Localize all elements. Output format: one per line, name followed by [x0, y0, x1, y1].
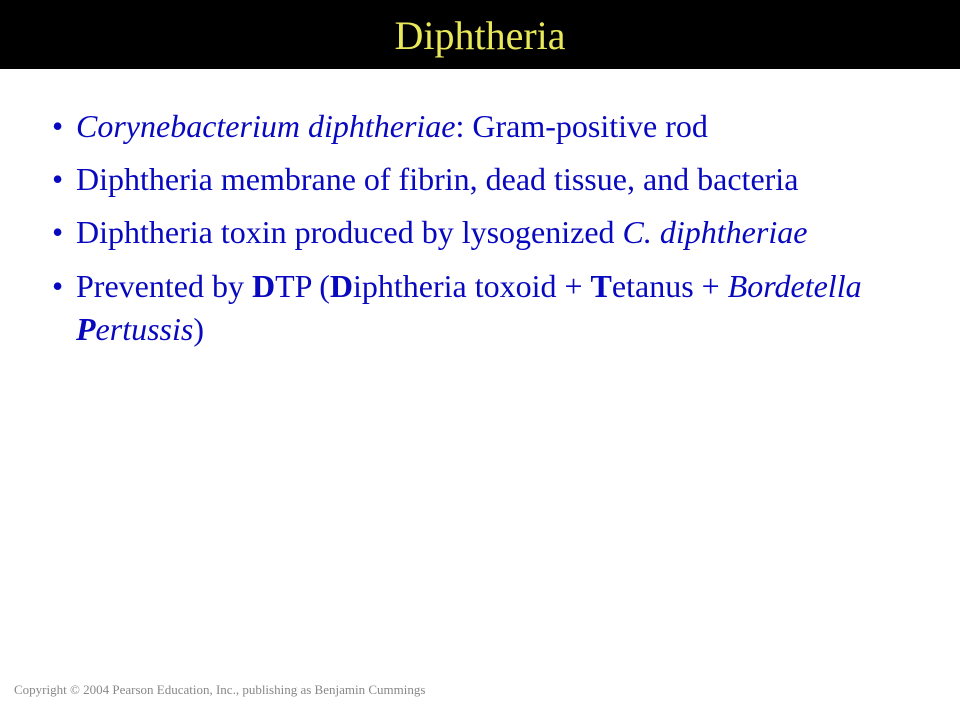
bullet-text: iphtheria toxoid + [353, 268, 591, 304]
bullet-item: Prevented by DTP (Diphtheria toxoid + Te… [48, 265, 912, 351]
organism-name: Bordetella [728, 268, 862, 304]
bullet-list: Corynebacterium diphtheriae: Gram-positi… [48, 105, 912, 351]
slide: Diphtheria Corynebacterium diphtheriae: … [0, 0, 960, 716]
bullet-item: Corynebacterium diphtheriae: Gram-positi… [48, 105, 912, 148]
bullet-text: Prevented by [76, 268, 252, 304]
bullet-text: : Gram-positive rod [455, 108, 707, 144]
bullet-item: Diphtheria toxin produced by lysogenized… [48, 211, 912, 254]
organism-name: Corynebacterium diphtheriae [76, 108, 455, 144]
slide-content: Corynebacterium diphtheriae: Gram-positi… [0, 69, 960, 351]
vaccine-letter: D [330, 268, 353, 304]
title-band: Diphtheria [0, 0, 960, 69]
vaccine-letter: T [591, 268, 612, 304]
bullet-text: ) [193, 311, 204, 347]
organism-name: C. diphtheriae [623, 214, 808, 250]
organism-name: ertussis [96, 311, 194, 347]
bullet-text: Diphtheria membrane of fibrin, dead tiss… [76, 161, 798, 197]
vaccine-letter: P [76, 311, 96, 347]
bullet-text: etanus + [612, 268, 728, 304]
copyright-notice: Copyright © 2004 Pearson Education, Inc.… [14, 682, 425, 698]
bullet-item: Diphtheria membrane of fibrin, dead tiss… [48, 158, 912, 201]
slide-title: Diphtheria [394, 13, 565, 58]
bullet-text: TP ( [275, 268, 330, 304]
vaccine-letter: D [252, 268, 275, 304]
bullet-text: Diphtheria toxin produced by lysogenized [76, 214, 623, 250]
